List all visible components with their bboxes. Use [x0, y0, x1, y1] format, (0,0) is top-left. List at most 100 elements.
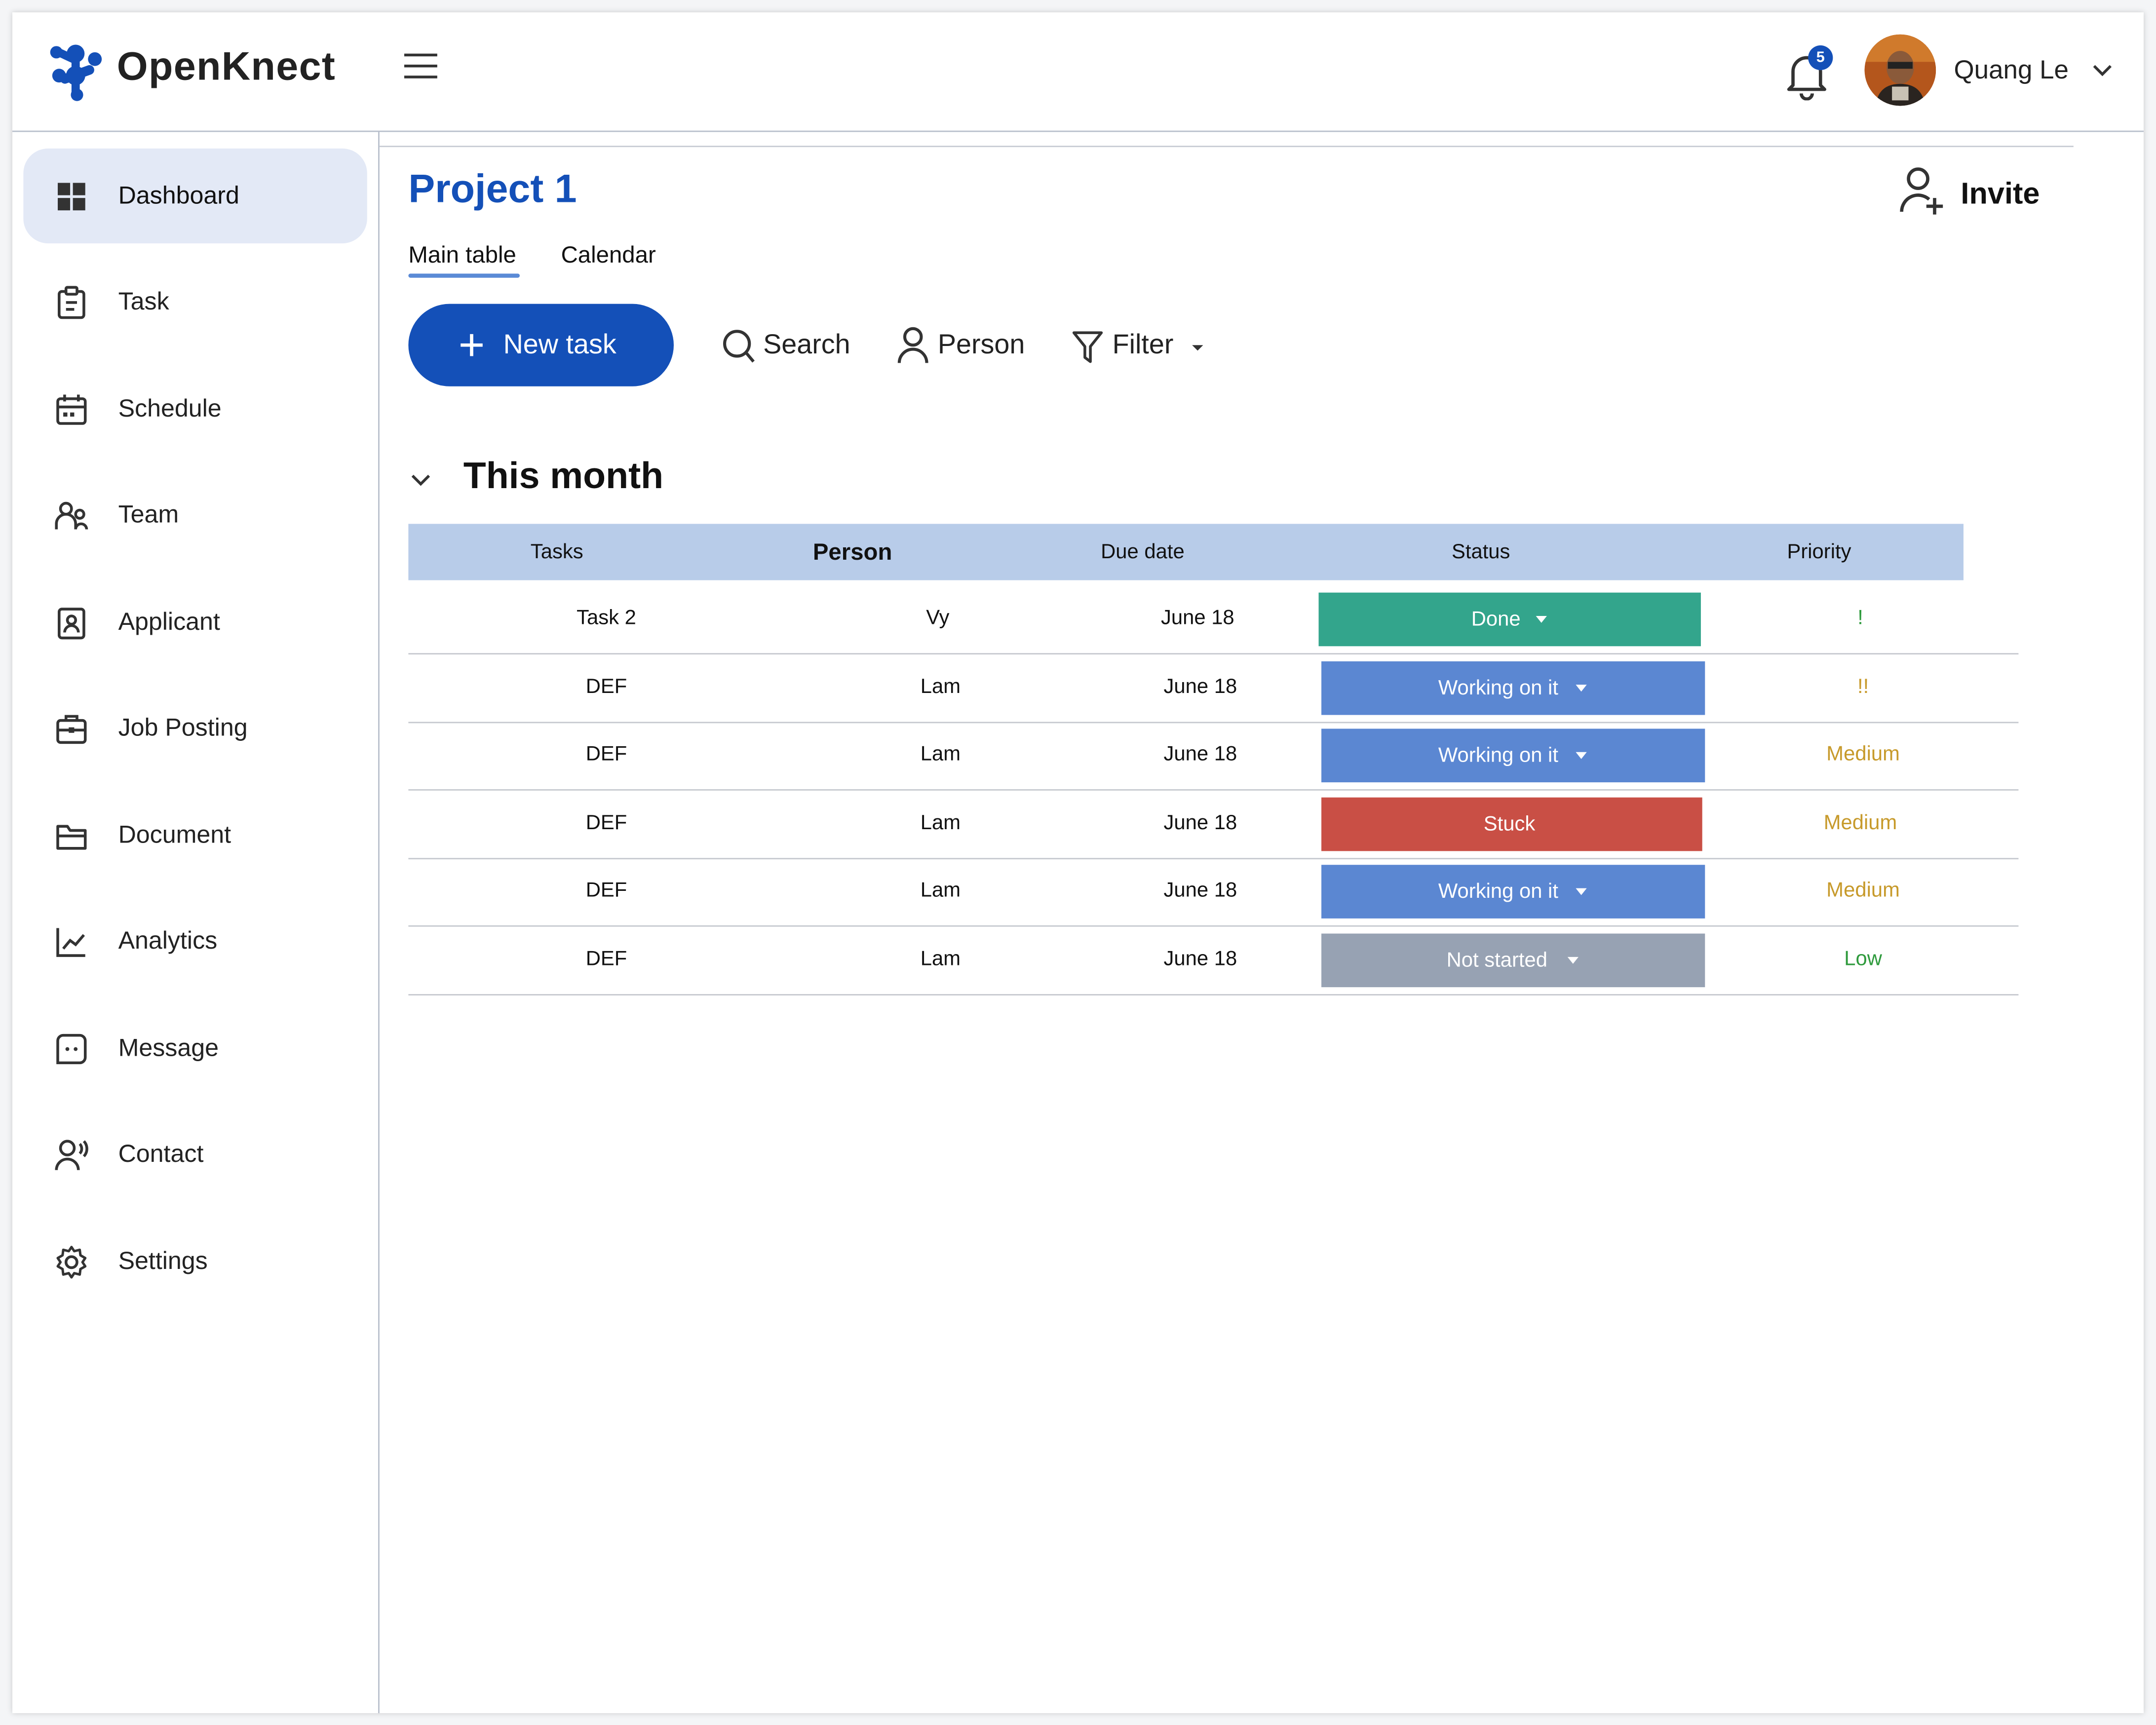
task-cell[interactable]: DEF	[585, 742, 627, 766]
status-dropdown[interactable]: Done	[1318, 592, 1701, 647]
table-row[interactable]: DEF Lam June 18 Working on it Medium	[408, 858, 2019, 927]
content-divider	[379, 146, 2074, 148]
status-dropdown[interactable]: Not started	[1321, 933, 1705, 988]
caret-down-icon	[1567, 957, 1578, 964]
priority-cell[interactable]: !!	[1857, 675, 1869, 699]
task-cell[interactable]: DEF	[585, 675, 627, 699]
collapse-chevron-icon[interactable]	[408, 469, 433, 491]
status-dropdown[interactable]: Working on it	[1321, 865, 1705, 919]
person-cell[interactable]: Lam	[920, 742, 961, 766]
person-label: Person	[937, 330, 1025, 360]
person-cell[interactable]: Vy	[926, 606, 950, 630]
sidebar-item-label: Dashboard	[118, 181, 239, 209]
add-user-icon	[1900, 167, 1943, 215]
status-dropdown[interactable]: Working on it	[1321, 661, 1705, 715]
menu-line	[404, 64, 437, 68]
sidebar-item-job-posting[interactable]: Job Posting	[23, 681, 367, 775]
caret-down-icon	[1576, 888, 1587, 895]
hamburger-menu-button[interactable]	[404, 53, 437, 84]
sidebar-item-label: Settings	[118, 1247, 208, 1275]
task-cell[interactable]: Task 2	[577, 606, 636, 630]
person-cell[interactable]: Lam	[920, 811, 961, 835]
invite-label: Invite	[1961, 176, 2040, 211]
chart-line-icon	[56, 928, 85, 957]
sidebar-item-contact[interactable]: Contact	[23, 1107, 367, 1201]
sidebar-item-settings[interactable]: Settings	[23, 1214, 367, 1309]
column-header-status[interactable]: Status	[1451, 540, 1510, 564]
person-cell[interactable]: Lam	[920, 879, 961, 902]
briefcase-icon	[56, 715, 87, 744]
active-tab-indicator	[408, 273, 520, 278]
new-task-label: New task	[503, 330, 616, 360]
task-cell[interactable]: DEF	[585, 811, 627, 835]
due-date-cell[interactable]: June 18	[1163, 675, 1237, 699]
sidebar-item-label: Message	[118, 1034, 219, 1062]
search-label: Search	[763, 330, 850, 360]
person-cell[interactable]: Lam	[920, 947, 961, 971]
sidebar-item-label: Analytics	[118, 926, 218, 955]
task-cell[interactable]: DEF	[585, 947, 627, 971]
menu-line	[404, 76, 437, 78]
clipboard-icon	[57, 286, 85, 319]
tab-main-table[interactable]: Main table	[408, 242, 516, 268]
person-icon	[897, 327, 928, 363]
column-header-priority[interactable]: Priority	[1787, 540, 1851, 564]
sidebar-item-label: Task	[118, 287, 169, 315]
due-date-cell[interactable]: June 18	[1163, 947, 1237, 971]
table-row[interactable]: DEF Lam June 18 Working on it Medium	[408, 722, 2019, 791]
caret-down-icon	[1576, 752, 1587, 759]
sidebar-item-label: Schedule	[118, 394, 222, 422]
status-label: Not started	[1446, 949, 1547, 972]
filter-icon	[1072, 331, 1103, 363]
status-label: Working on it	[1438, 744, 1558, 767]
table-row[interactable]: DEF Lam June 18 Working on it !!	[408, 654, 2019, 724]
sidebar: Dashboard Task Schedule	[12, 132, 380, 1713]
table-row[interactable]: DEF Lam June 18 Not started Low	[408, 927, 2019, 996]
task-cell[interactable]: DEF	[585, 879, 627, 902]
column-header-due-date[interactable]: Due date	[1101, 540, 1185, 564]
sidebar-item-task[interactable]: Task	[23, 254, 367, 349]
sidebar-item-team[interactable]: Team	[23, 467, 367, 562]
sidebar-item-applicant[interactable]: Applicant	[23, 575, 367, 669]
dashboard-icon	[57, 183, 85, 211]
table-row[interactable]: Task 2 Vy June 18 Done !	[408, 586, 2019, 654]
status-label: Stuck	[1483, 812, 1536, 836]
priority-cell[interactable]: Medium	[1826, 879, 1900, 902]
calendar-icon	[56, 394, 87, 425]
priority-cell[interactable]: !	[1857, 606, 1863, 630]
caret-down-icon	[1576, 685, 1587, 692]
person-cell[interactable]: Lam	[920, 675, 961, 699]
user-name: Quang Le	[1954, 56, 2069, 85]
tab-calendar[interactable]: Calendar	[561, 242, 656, 268]
sidebar-item-dashboard[interactable]: Dashboard	[23, 148, 367, 244]
priority-cell[interactable]: Medium	[1826, 742, 1900, 766]
sidebar-item-label: Document	[118, 821, 231, 848]
status-dropdown[interactable]: Stuck	[1321, 797, 1702, 851]
due-date-cell[interactable]: June 18	[1163, 742, 1237, 766]
sidebar-item-label: Contact	[118, 1140, 204, 1168]
sidebar-item-schedule[interactable]: Schedule	[23, 362, 367, 457]
sidebar-item-analytics[interactable]: Analytics	[23, 894, 367, 989]
column-header-person[interactable]: Person	[812, 538, 892, 565]
priority-cell[interactable]: Medium	[1823, 811, 1897, 835]
column-header-tasks[interactable]: Tasks	[530, 540, 583, 564]
priority-cell[interactable]: Low	[1844, 947, 1882, 971]
sidebar-item-message[interactable]: Message	[23, 1001, 367, 1096]
chevron-down-icon[interactable]	[2090, 59, 2115, 81]
new-task-button[interactable]: New task	[408, 304, 674, 386]
folder-icon	[56, 825, 87, 850]
status-label: Working on it	[1438, 676, 1558, 700]
filter-label: Filter	[1112, 330, 1174, 360]
status-label: Done	[1471, 608, 1521, 631]
user-avatar[interactable]	[1864, 34, 1936, 106]
status-dropdown[interactable]: Working on it	[1321, 728, 1705, 783]
sidebar-item-document[interactable]: Document	[23, 788, 367, 882]
due-date-cell[interactable]: June 18	[1160, 606, 1234, 630]
page-title: Project 1	[408, 167, 577, 212]
due-date-cell[interactable]: June 18	[1163, 811, 1237, 835]
table-row[interactable]: DEF Lam June 18 Stuck Medium	[408, 791, 2019, 860]
caret-down-icon	[1192, 345, 1203, 351]
caret-down-icon	[1536, 615, 1547, 623]
due-date-cell[interactable]: June 18	[1163, 879, 1237, 902]
brand-name: OpenKnect	[116, 45, 336, 90]
